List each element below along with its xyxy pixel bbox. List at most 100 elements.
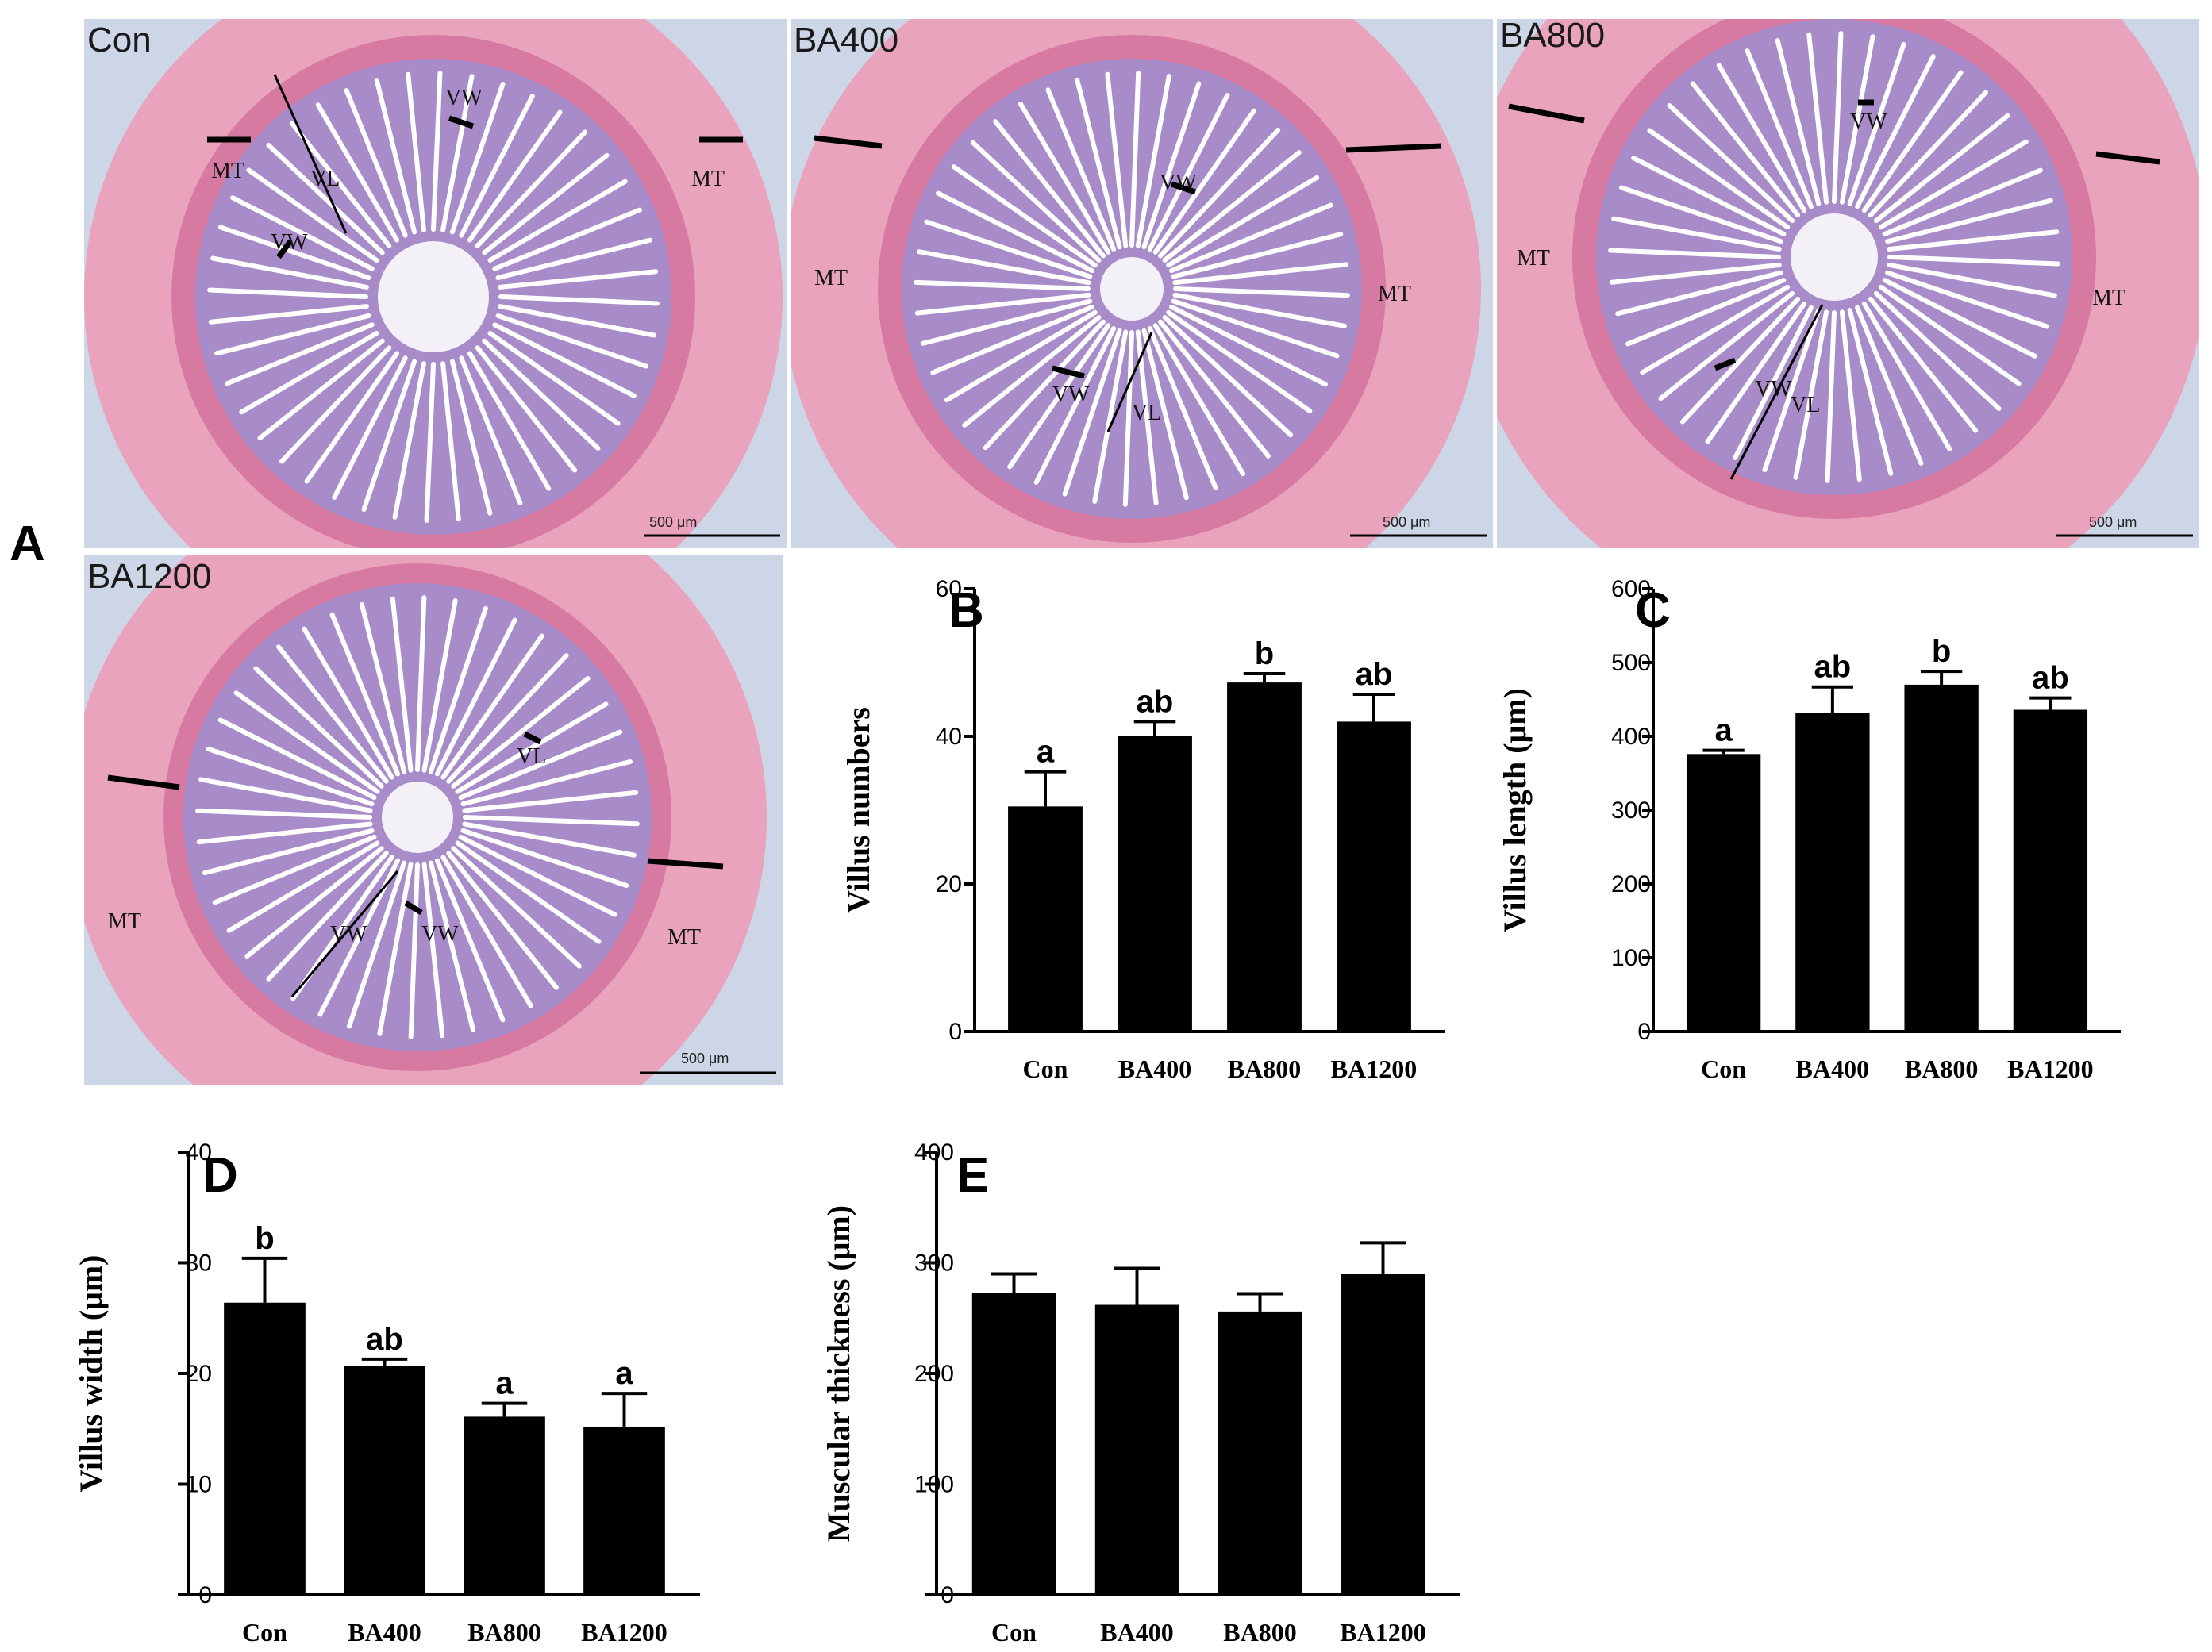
villus-gap	[1152, 323, 1246, 477]
annotation-label: VL	[1132, 401, 1161, 425]
villus-gap	[1171, 298, 1340, 359]
villus-gap	[1631, 156, 1787, 236]
villus-gap	[1855, 305, 1924, 466]
bar	[1094, 1304, 1179, 1595]
villus-gap	[1885, 198, 2053, 244]
villus-gap	[253, 666, 384, 789]
villus-gap	[1062, 328, 1122, 497]
villus-gap	[266, 851, 389, 982]
villus-gap	[431, 71, 443, 232]
villus-gap	[207, 287, 368, 299]
villus-gap	[1878, 284, 2022, 386]
measurement-arrow	[1714, 357, 1737, 371]
significance-letter: ab	[1137, 684, 1174, 719]
bar	[1341, 1274, 1425, 1595]
villus-gap	[390, 596, 414, 773]
villus-gap	[446, 653, 569, 784]
villus-gap	[440, 855, 533, 1008]
villus-gap	[1092, 329, 1129, 504]
villus-gap	[1861, 301, 1952, 451]
villus-gap	[1173, 286, 1350, 298]
measurement-arrow	[1106, 332, 1153, 432]
annotation-label: MT	[1517, 246, 1550, 271]
y-tick-label: 100	[914, 1472, 954, 1498]
villus-gap	[1135, 74, 1171, 248]
villus-gap	[225, 322, 375, 386]
bar	[464, 1416, 545, 1595]
villus-gap	[428, 605, 488, 774]
x-tick-label: BA800	[1223, 1618, 1296, 1646]
measurement-arrow	[647, 858, 724, 870]
bar	[583, 1426, 665, 1595]
bar	[344, 1366, 425, 1595]
measurement-arrow	[404, 900, 423, 916]
y-tick-label: 60	[936, 576, 962, 602]
villus-gap	[212, 834, 377, 905]
villus-gap	[1647, 128, 1791, 230]
villus-gap	[392, 361, 426, 520]
villus-gap	[1169, 304, 1328, 387]
x-tick-label: Con	[991, 1618, 1037, 1646]
bar	[971, 1293, 1056, 1595]
chart-panel-c: 0 100 200 300 400 500 600 Villus length (μm) Ca C…	[1497, 576, 2121, 1083]
villus-gap	[462, 821, 637, 858]
measurement-arrow	[448, 115, 475, 129]
significance-letter: b	[255, 1221, 274, 1256]
villus-gap	[315, 102, 400, 243]
villus-gap	[467, 351, 552, 491]
villus-gap	[1878, 139, 2029, 230]
villus-gap	[498, 304, 656, 338]
x-tick-label: BA400	[1118, 1055, 1191, 1083]
villus-gap	[275, 644, 389, 784]
villus-gap	[332, 355, 408, 500]
x-tick-label: BA1200	[581, 1618, 667, 1646]
panel-letter: B	[948, 583, 984, 638]
villus-gap	[359, 601, 407, 774]
villus-gap	[1135, 329, 1159, 506]
villus-gap	[1873, 290, 2002, 411]
villus-gap	[962, 315, 1102, 428]
y-tick-label: 300	[1611, 797, 1651, 824]
villus-gap	[1045, 87, 1117, 252]
villus-gap	[1129, 71, 1141, 248]
panel-name-ba1200: BA1200	[87, 557, 212, 596]
villus-gap	[1839, 309, 1862, 482]
annotation-label: VW	[1160, 171, 1197, 195]
villus-gap	[451, 675, 591, 789]
villus-gap	[217, 717, 377, 801]
villus-gap	[482, 338, 601, 451]
villus-gap	[495, 237, 652, 281]
y-tick-label: 0	[1637, 1019, 1651, 1045]
villus-gap	[1882, 278, 2037, 359]
villus-gap	[440, 361, 461, 522]
villus-gap	[451, 846, 582, 969]
villus-gap	[487, 330, 621, 426]
measurement-arrow	[1729, 304, 1824, 480]
villus-gap	[1105, 71, 1129, 248]
x-tick-label: BA1200	[1331, 1055, 1417, 1083]
annotation-label: MT	[2092, 286, 2125, 310]
scale-bar-label: 500 μm	[681, 1051, 729, 1066]
bar	[1008, 806, 1083, 1032]
villus-gap	[1873, 113, 2010, 224]
villus-gap	[1615, 270, 1783, 317]
significance-letter: ab	[2032, 661, 2069, 696]
y-tick-label: 100	[1611, 945, 1651, 971]
measurement-arrow	[1345, 143, 1442, 153]
villus-gap	[455, 701, 609, 794]
villus-gap	[1705, 301, 1807, 444]
villus-gap	[458, 834, 617, 917]
villus-gap	[936, 190, 1094, 274]
villus-gap	[1169, 202, 1333, 274]
villus-gap	[1075, 77, 1122, 250]
annotation-label: VW	[330, 922, 367, 947]
villus-gap	[1147, 93, 1230, 252]
villus-gap	[1847, 41, 1906, 206]
villus-gap	[1658, 290, 1795, 401]
villus-gap	[198, 777, 373, 813]
villus-gap	[202, 828, 375, 876]
bar	[1118, 736, 1192, 1032]
villus-gap	[930, 304, 1094, 375]
villus-gap	[460, 828, 629, 888]
y-axis-label: Villus length (μm)	[1497, 688, 1533, 932]
